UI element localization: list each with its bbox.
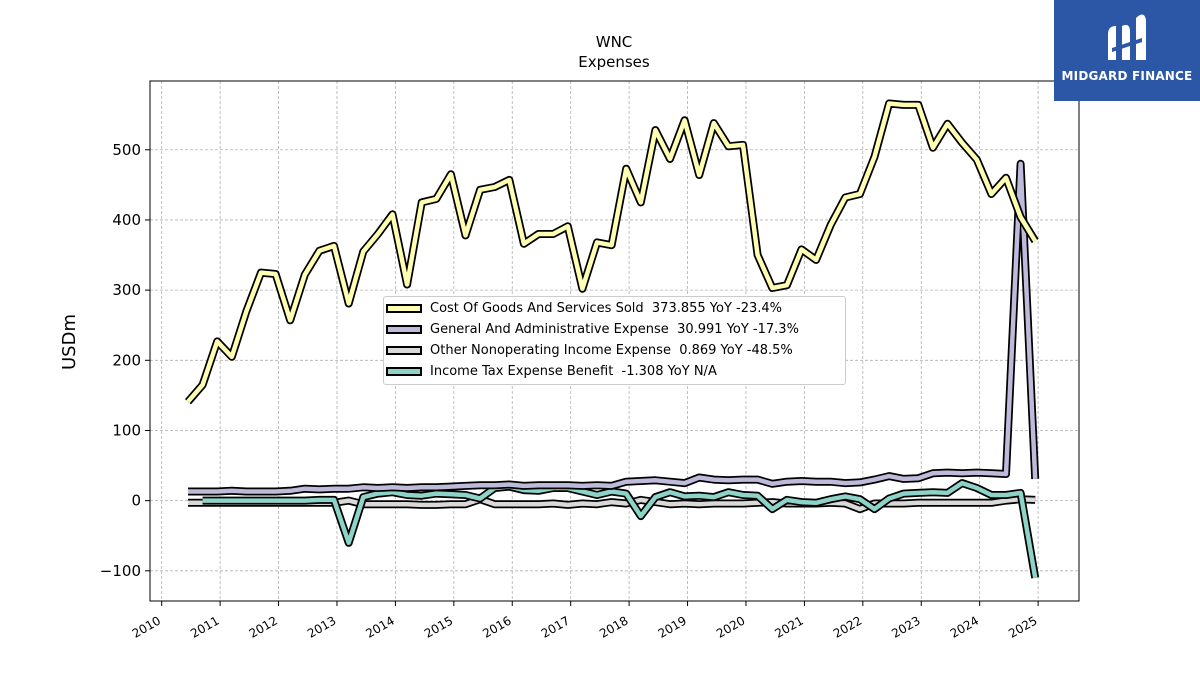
chart-legend: Cost Of Goods And Services Sold 373.855 … [383,296,846,385]
x-tick-label: 2024 [948,613,981,640]
chart-title: WNC [596,33,633,51]
legend-item-income-tax: Income Tax Expense Benefit -1.308 YoY N/… [384,362,844,382]
x-tick-label: 2023 [889,613,922,640]
series-path [186,101,1038,404]
legend-item-g-and-a: General And Administrative Expense 30.99… [384,320,844,340]
x-tick-label: 2013 [305,613,338,640]
y-axis-label: USDm [59,314,80,370]
y-tick-label: 0 [131,492,141,510]
x-tick-label: 2010 [130,613,163,640]
legend-swatch [386,367,422,376]
x-tick-label: 2020 [714,613,747,640]
x-tick-label: 2025 [1006,613,1039,640]
y-axis: −100 0 100 200 300 400 500 [100,141,150,580]
brand-name: MIDGARD FINANCE [1061,69,1193,83]
series-line [188,159,1040,496]
legend-swatch [386,346,422,355]
x-tick-label: 2021 [772,613,805,640]
legend-label: Cost Of Goods And Services Sold 373.855 … [430,301,783,316]
legend-label: Income Tax Expense Benefit -1.308 YoY N/… [430,364,717,379]
x-tick-label: 2022 [831,613,864,640]
series-outline [202,479,1040,579]
legend-label: Other Nonoperating Income Expense 0.869 … [430,343,793,358]
x-tick-label: 2019 [656,613,689,640]
x-axis: 2010 2011 2012 2013 2014 2015 2016 2017 2018 2019… [130,601,1040,641]
legend-item-other-nonoperating: Other Nonoperating Income Expense 0.869 … [384,341,844,361]
x-tick-label: 2015 [422,613,455,640]
y-tick-label: 100 [112,421,141,439]
plot-frame [149,80,1080,602]
series-line [184,99,1039,405]
x-tick-label: 2012 [247,613,280,640]
x-tick-label: 2017 [539,613,572,640]
x-tick-label: 2016 [480,613,513,640]
legend-swatch [386,304,422,313]
y-tick-label: 400 [112,211,141,229]
y-tick-label: 200 [112,351,141,369]
legend-label: General And Administrative Expense 30.99… [430,322,799,337]
x-tick-label: 2011 [188,613,221,640]
series-path [202,480,1038,579]
series-lines [184,99,1040,579]
chart-subtitle: Expenses [578,53,650,71]
legend-item-cogs: Cost Of Goods And Services Sold 373.855 … [384,299,844,319]
x-tick-label: 2018 [597,613,630,640]
logo-mark-icon [1108,14,1146,61]
y-tick-label: −100 [100,562,141,580]
legend-swatch [386,325,422,334]
y-tick-label: 500 [112,141,141,159]
series-path [188,161,1038,494]
brand-logo: MIDGARD FINANCE [1054,0,1200,101]
series-line [202,479,1040,579]
y-tick-label: 300 [112,281,141,299]
x-tick-label: 2014 [363,613,396,640]
